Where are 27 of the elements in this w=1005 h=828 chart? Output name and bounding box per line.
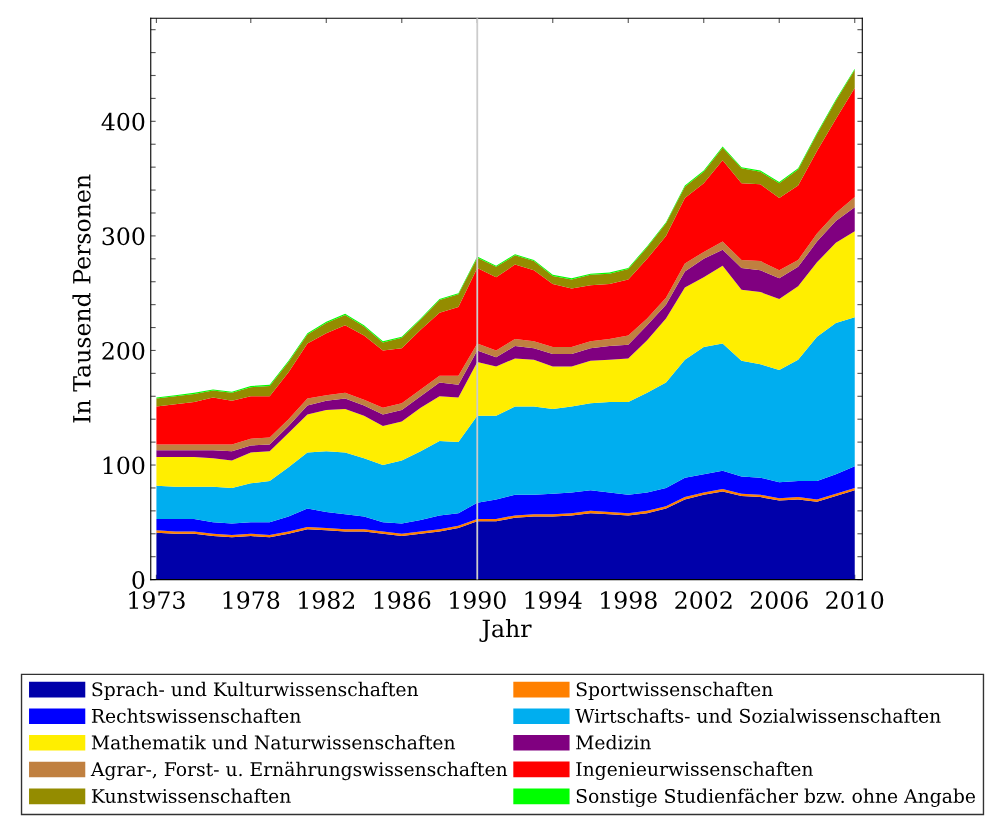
x-tick-label: 2002 xyxy=(675,591,732,609)
y-tick-label: 200 xyxy=(102,341,145,360)
x-tick-label: 2006 xyxy=(750,591,808,609)
legend-label: Sportwissenschaften xyxy=(576,681,773,700)
y-tick-label: 0 xyxy=(132,571,145,589)
x-axis-title: Jahr xyxy=(479,619,532,642)
legend-label: Ingenieurwissenschaften xyxy=(576,761,813,781)
x-tick-label: 1994 xyxy=(525,591,582,609)
legend-label: Sonstige Studienfächer bzw. ohne Angabe xyxy=(576,788,976,807)
x-tick-label: 1986 xyxy=(374,591,431,609)
y-tick-label: 400 xyxy=(101,112,145,131)
x-tick-label: 1990 xyxy=(450,591,506,609)
legend-label: Mathematik und Naturwissenschaften xyxy=(91,735,456,750)
y-tick-label: 300 xyxy=(102,227,145,246)
legend-label: Kunstwissenschaften xyxy=(91,788,291,804)
legend-label: Wirtschafts- und Sozialwissenschaften xyxy=(575,708,941,723)
x-tick-label: 1998 xyxy=(601,591,657,609)
x-tick-label: 1973 xyxy=(129,591,185,609)
x-tick-label: 1982 xyxy=(299,591,354,609)
y-tick-label: 100 xyxy=(103,456,145,475)
x-tick-label: 1978 xyxy=(223,591,280,609)
y-axis-title: In Tausend Personen xyxy=(72,174,91,423)
legend-label: Medizin xyxy=(576,735,651,750)
x-tick-label: 2010 xyxy=(826,591,884,609)
legend-label: Sprach- und Kulturwissenschaften xyxy=(92,681,419,700)
legend-label: Agrar-, Forst- u. Ernährungswissenschaften xyxy=(90,761,508,781)
legend-label: Rechtswissenschaften xyxy=(91,708,301,723)
